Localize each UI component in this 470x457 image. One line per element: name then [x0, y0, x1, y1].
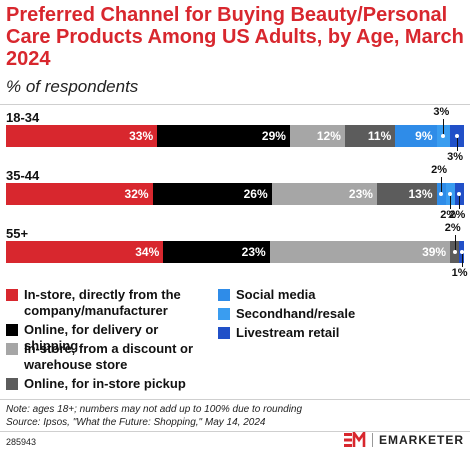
legend-item: Secondhand/resale	[218, 306, 448, 322]
legend-label: Social media	[236, 287, 316, 302]
emarketer-logo-icon	[343, 432, 366, 447]
legend-swatch	[6, 289, 18, 301]
bar-segment: 11%	[344, 125, 396, 147]
data-label: 39%	[422, 245, 447, 259]
brand-logo: EMARKETER	[343, 432, 464, 448]
bar-segment: 32%	[6, 183, 153, 205]
bar-segment: 26%	[152, 183, 272, 205]
bar-segment: 29%	[157, 125, 290, 147]
bar-segment: 34%	[6, 241, 164, 263]
legend-label: Online, for delivery or shipping	[24, 322, 159, 353]
legend-item: Social media	[218, 287, 448, 303]
legend-swatch	[218, 308, 230, 320]
callout-line	[450, 196, 452, 209]
legend-item: Online, for delivery or shipping	[6, 322, 206, 354]
callout-label: 2%	[444, 222, 461, 234]
callout-label: 1%	[451, 267, 468, 279]
row-label: 18-34	[6, 110, 40, 125]
legend-label: Secondhand/resale	[236, 306, 356, 321]
bar-segment: 39%	[269, 241, 451, 263]
legend-label: In-store, from a discount or warehouse s…	[24, 341, 194, 372]
legend-label: Online, for in-store pickup	[24, 376, 186, 391]
callout-line	[454, 235, 456, 250]
footer-divider	[0, 431, 470, 432]
bar-segment: 12%	[289, 125, 345, 147]
data-label: 34%	[135, 245, 160, 259]
chart-title: Preferred Channel for Buying Beauty/Pers…	[6, 4, 464, 70]
source-text: Source: Ipsos, "What the Future: Shoppin…	[6, 417, 266, 428]
note-divider	[0, 399, 470, 400]
note-text: Note: ages 18+; numbers may not add up t…	[6, 404, 303, 415]
data-label: 29%	[261, 129, 286, 143]
callout-line	[461, 254, 463, 267]
callout-line	[459, 196, 461, 209]
callout-dot	[455, 134, 460, 138]
chart-id: 285943	[6, 437, 37, 447]
legend-label: Livestream retail	[236, 325, 340, 340]
data-label: 9%	[415, 129, 433, 143]
callout-line	[457, 138, 459, 151]
callout-label: 3%	[433, 106, 450, 118]
bar-segment: 23%	[163, 241, 270, 263]
callout-dot	[439, 192, 444, 196]
legend-item: Livestream retail	[218, 325, 448, 341]
callout-label: 2%	[440, 209, 457, 221]
data-label: 11%	[367, 129, 392, 143]
legend-item: In-store, directly from the company/manu…	[6, 287, 206, 319]
data-label: 23%	[348, 187, 373, 201]
legend-swatch	[218, 289, 230, 301]
legend-swatch	[6, 324, 18, 336]
callout-line	[443, 119, 445, 134]
bar-segment: 9%	[395, 125, 437, 147]
legend-item: In-store, from a discount or warehouse s…	[6, 341, 206, 373]
legend-swatch	[218, 327, 230, 339]
callout-dot	[459, 250, 464, 254]
bar-segment: 13%	[376, 183, 437, 205]
data-label: 32%	[124, 187, 149, 201]
data-label: 33%	[129, 129, 154, 143]
data-label: 13%	[408, 187, 433, 201]
callout-label: 2%	[431, 164, 447, 176]
callout-label: 3%	[447, 151, 464, 163]
data-label: 12%	[316, 129, 341, 143]
callout-line	[441, 177, 443, 192]
callout-label: 2%	[449, 209, 466, 221]
legend-item: Online, for in-store pickup	[6, 376, 206, 392]
callout-dot	[457, 192, 462, 196]
brand-name: EMARKETER	[371, 433, 464, 447]
legend-swatch	[6, 343, 18, 355]
row-label: 55+	[6, 226, 29, 241]
row-label: 35-44	[6, 168, 40, 183]
chart-notes: Note: ages 18+; numbers may not add up t…	[6, 403, 302, 429]
legend-swatch	[6, 378, 18, 390]
callout-dot	[448, 192, 453, 196]
chart-subtitle: % of respondents	[6, 77, 139, 96]
callout-dot	[441, 134, 446, 138]
callout-dot	[452, 250, 457, 254]
data-label: 23%	[241, 245, 266, 259]
bar-segment: 33%	[6, 125, 158, 147]
top-divider	[0, 104, 470, 105]
legend-label: In-store, directly from the company/manu…	[24, 287, 181, 318]
data-label: 26%	[243, 187, 268, 201]
bar-segment: 23%	[271, 183, 377, 205]
